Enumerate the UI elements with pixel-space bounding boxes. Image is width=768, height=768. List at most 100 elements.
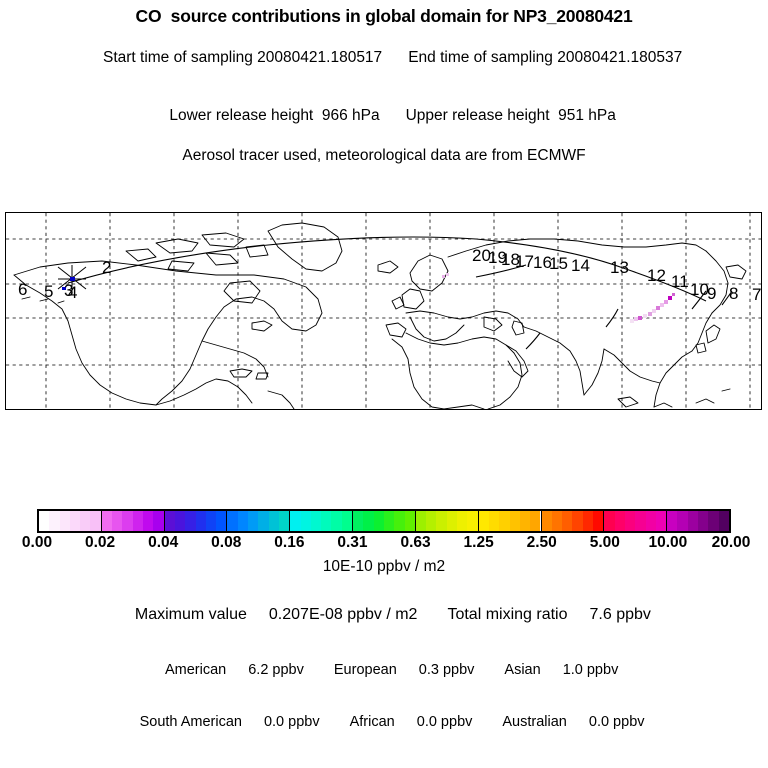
- latitude-gridlines: [6, 238, 761, 366]
- colorbar-band-3-2: [248, 511, 259, 531]
- colorbar-tick-0.00: 0.00: [21, 534, 53, 551]
- colorbar-band-7-1: [488, 511, 500, 531]
- colorbar-band-10-1: [677, 511, 688, 531]
- release-height-line: Lower release height 966 hPa Upper releas…: [0, 89, 768, 143]
- colorbar-band-7-0: [478, 511, 489, 531]
- trajectory-label-9: 9: [707, 284, 716, 303]
- concentration-plume: [442, 273, 675, 323]
- max-and-total-row: Maximum value 0.207E-08 ppbv / m2 Total mi…: [0, 588, 768, 642]
- trajectory-label-19: 19: [488, 248, 507, 267]
- colorbar-band-4-3: [321, 511, 332, 531]
- colorbar-band-6-0: [415, 511, 427, 531]
- american-value: 6.2 ppbv: [248, 662, 304, 678]
- colorbar-band-0-0: [39, 511, 50, 531]
- trajectory-label-13: 13: [610, 258, 629, 277]
- trajectory-label-18: 18: [501, 250, 520, 269]
- colorbar-tick-labels: 0.00 0.02 0.04 0.08 0.16 0.31 0.63 1.25 2.50 5.00…: [0, 534, 768, 554]
- colorbar-band-1-2: [122, 511, 133, 531]
- colorbar-band-2-5: [216, 511, 227, 531]
- colorbar-tick-0.02: 0.02: [84, 534, 116, 551]
- colorbar-band-2-1: [174, 511, 186, 531]
- page-title: CO source contributions in global domain…: [135, 6, 633, 26]
- colorbar-band-1-0: [101, 511, 113, 531]
- colorbar-band-10-3: [698, 511, 709, 531]
- colorbar-band-3-3: [258, 511, 269, 531]
- colorbar-segment-1: [101, 511, 165, 531]
- global-map-panel: 2 6 5 4 3 20 19 18 17 16 15 14 13 12 11 10 9 8 7: [5, 212, 762, 410]
- trajectory-label-11: 11: [671, 272, 689, 291]
- colorbar-band-2-2: [185, 511, 196, 531]
- european-label: European: [333, 662, 397, 678]
- south-american-label: South American: [139, 714, 242, 730]
- colorbar-tick-0.04: 0.04: [148, 534, 179, 551]
- colorbar-band-3-1: [237, 511, 249, 531]
- source-row-1: American 6.2 ppbv European 0.3 ppbv Asian 1.0…: [0, 646, 768, 694]
- trajectory-label-16: 16: [533, 253, 552, 272]
- start-time-text: Start time of sampling 20080421.180517: [102, 49, 383, 66]
- american-label: American: [164, 662, 227, 678]
- colorbar-band-9-5: [655, 511, 667, 531]
- colorbar-tick-1.25: 1.25: [463, 534, 494, 551]
- colorbar-band-6-1: [426, 511, 437, 531]
- colorbar-band-3-5: [278, 511, 290, 531]
- sampling-time-line: Start time of sampling 20080421.180517 En…: [0, 31, 768, 85]
- asian-label: Asian: [504, 662, 541, 678]
- colorbar-band-0-5: [90, 511, 101, 531]
- colorbar-band-2-4: [205, 511, 217, 531]
- colorbar-segment-0: [39, 511, 102, 531]
- south-american-value: 0.0 ppbv: [263, 714, 320, 730]
- trajectory-label-14: 14: [571, 256, 590, 275]
- trajectory-label-7: 7: [752, 285, 761, 304]
- statistics-block: Maximum value 0.207E-08 ppbv / m2 Total mi…: [0, 588, 768, 746]
- colorbar-band-5-0: [353, 511, 364, 531]
- colorbar: [37, 509, 731, 533]
- colorbar-band-2-3: [195, 511, 206, 531]
- colorbar-band-4-5: [341, 511, 353, 531]
- colorbar-segment-3: [227, 511, 291, 531]
- colorbar-tick-5.00: 5.00: [589, 534, 620, 551]
- colorbar-band-8-0: [541, 511, 552, 531]
- colorbar-band-7-4: [519, 511, 531, 531]
- max-value-label: Maximum value: [134, 606, 247, 623]
- trajectory-label-2: 2: [102, 258, 111, 277]
- colorbar-tick-0.16: 0.16: [274, 534, 305, 551]
- colorbar-band-5-1: [363, 511, 374, 531]
- colorbar-segment-9: [604, 511, 668, 531]
- trajectory-label-15: 15: [549, 254, 568, 273]
- trajectory-label-5: 5: [44, 282, 53, 301]
- source-row-2: South American 0.0 ppbv African 0.0 ppbv Aus…: [0, 698, 768, 746]
- colorbar-band-9-0: [604, 511, 615, 531]
- colorbar-band-1-5: [153, 511, 164, 531]
- colorbar-band-10-0: [667, 511, 678, 531]
- colorbar-band-0-3: [69, 511, 81, 531]
- colorbar-band-10-4: [708, 511, 719, 531]
- lower-release-height-text: Lower release height 966 hPa: [169, 107, 380, 124]
- colorbar-band-5-4: [394, 511, 405, 531]
- african-label: African: [349, 714, 395, 730]
- colorbar-band-7-3: [509, 511, 520, 531]
- colorbar-band-5-2: [373, 511, 384, 531]
- colorbar-tick-0.31: 0.31: [337, 534, 368, 551]
- colorbar-band-0-1: [49, 511, 60, 531]
- australian-label: Australian: [502, 714, 567, 730]
- european-value: 0.3 ppbv: [418, 662, 475, 678]
- trajectory-label-4: 4: [68, 283, 77, 302]
- colorbar-band-9-2: [624, 511, 636, 531]
- colorbar-band-4-4: [331, 511, 342, 531]
- colorbar-segment-10: [667, 511, 729, 531]
- colorbar-band-8-1: [551, 511, 563, 531]
- colorbar-tick-10.00: 10.00: [648, 534, 688, 551]
- colorbar-band-1-3: [132, 511, 143, 531]
- colorbar-band-6-2: [436, 511, 447, 531]
- colorbar-tick-0.63: 0.63: [400, 534, 431, 551]
- colorbar-band-7-5: [530, 511, 541, 531]
- colorbar-band-10-2: [687, 511, 699, 531]
- colorbar-band-0-4: [80, 511, 91, 531]
- colorbar-unit-label: 10E-10 ppbv / m2: [322, 558, 446, 575]
- colorbar-band-5-5: [404, 511, 415, 531]
- colorbar-segment-7: [478, 511, 542, 531]
- colorbar-segment-2: [164, 511, 228, 531]
- trajectory-label-8: 8: [729, 284, 738, 303]
